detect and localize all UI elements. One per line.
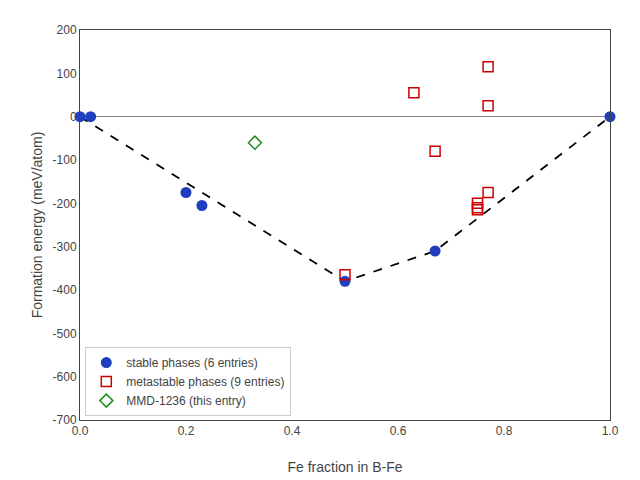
svg-text:Formation energy (meV/atom): Formation energy (meV/atom) [29, 132, 45, 319]
svg-text:-100: -100 [53, 153, 77, 167]
svg-text:0.2: 0.2 [178, 424, 195, 438]
svg-text:stable phases (6 entries): stable phases (6 entries) [126, 356, 257, 370]
svg-text:-700: -700 [53, 413, 77, 427]
svg-text:0.6: 0.6 [390, 424, 407, 438]
svg-text:metastable phases (9 entries): metastable phases (9 entries) [126, 375, 284, 389]
svg-text:MMD-1236 (this entry): MMD-1236 (this entry) [126, 394, 245, 408]
svg-text:100: 100 [57, 67, 77, 81]
svg-text:Fe fraction in B-Fe: Fe fraction in B-Fe [287, 459, 402, 475]
svg-text:1.0: 1.0 [602, 424, 619, 438]
svg-text:0.8: 0.8 [496, 424, 513, 438]
svg-text:-600: -600 [53, 370, 77, 384]
svg-text:-200: -200 [53, 197, 77, 211]
svg-text:0.0: 0.0 [72, 424, 89, 438]
svg-text:0: 0 [70, 110, 77, 124]
svg-text:-400: -400 [53, 283, 77, 297]
svg-text:0.4: 0.4 [284, 424, 301, 438]
svg-text:-500: -500 [53, 327, 77, 341]
svg-text:-300: -300 [53, 240, 77, 254]
svg-text:200: 200 [57, 23, 77, 37]
